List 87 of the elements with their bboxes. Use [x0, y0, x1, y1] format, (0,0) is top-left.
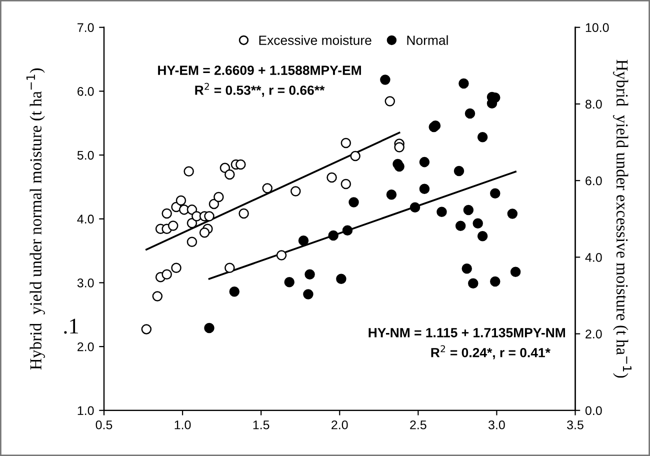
- point: [419, 184, 430, 194]
- point: [490, 188, 500, 198]
- x-tick-label: 0.5: [96, 420, 112, 430]
- point: [303, 289, 314, 300]
- point: [208, 198, 220, 210]
- point: [236, 159, 246, 170]
- point: [186, 236, 198, 247]
- y2-tick-label: 6.0: [586, 176, 602, 186]
- point: [229, 286, 240, 297]
- point: [162, 208, 172, 219]
- point: [304, 269, 315, 280]
- point: [490, 276, 500, 287]
- point: [326, 172, 337, 183]
- annotation: HY-EM = 2.6609 + 1.1588MPY-EM: [158, 66, 361, 75]
- point: [184, 166, 194, 177]
- point: [348, 197, 359, 208]
- y-tick-label: 7.0: [78, 23, 94, 32]
- y-tick-label: 6.0: [78, 87, 94, 96]
- point: [298, 235, 309, 246]
- point: [262, 183, 272, 194]
- legend-label: Excessive moisture: [259, 35, 372, 45]
- x-tick-label: 3.5: [567, 420, 584, 430]
- y2-tick-label: 10.0: [586, 23, 609, 32]
- point: [380, 74, 390, 85]
- point: [340, 178, 352, 190]
- y-tick-label: 5.0: [77, 150, 94, 160]
- y2-tick-label: 4.0: [585, 252, 602, 262]
- x-tick-label: 3.0: [488, 420, 505, 430]
- y2-tick-label: 2.0: [586, 330, 602, 338]
- point: [477, 132, 488, 142]
- text: .1: [64, 318, 78, 334]
- point: [224, 169, 235, 180]
- point: [507, 208, 518, 219]
- point: [386, 189, 397, 200]
- annotation: HY-NM = 1.115 + 1.7135MPY-NM: [368, 328, 565, 338]
- point: [477, 230, 488, 242]
- y-tick-label: 3.0: [77, 278, 94, 288]
- point: [336, 274, 346, 284]
- point: [342, 225, 353, 236]
- point: [276, 250, 287, 260]
- point: [141, 324, 152, 334]
- point: [186, 218, 198, 228]
- annotation: R$^{2}$ = 0.53**, r = 0.66**: [195, 82, 325, 97]
- point: [152, 291, 163, 302]
- y2-axis-title: Hybrid yield under excessive moisture (t ha$^{−1}$): [613, 60, 632, 378]
- y2-tick-label: 0.0: [585, 406, 602, 416]
- point: [458, 78, 469, 89]
- point: [284, 276, 294, 288]
- point: [168, 220, 178, 231]
- point: [394, 142, 404, 152]
- point: [204, 211, 214, 222]
- point: [455, 220, 466, 232]
- x-tick-label: 2.5: [410, 420, 426, 430]
- legend-label: Normal: [407, 35, 448, 45]
- point: [171, 262, 182, 274]
- point: [436, 206, 447, 217]
- point: [462, 264, 472, 274]
- point: [464, 108, 476, 119]
- point: [214, 192, 224, 202]
- point: [176, 195, 186, 206]
- point: [204, 322, 214, 334]
- point: [419, 156, 430, 168]
- y-tick-label: 1.0: [78, 406, 94, 416]
- x-tick-label: 1.5: [253, 420, 270, 430]
- point: [340, 138, 352, 148]
- point: [454, 166, 464, 176]
- x-tick-label: 2.0: [332, 420, 348, 430]
- annotation: R$^{2}$ = 0.24*, r = 0.41*: [431, 345, 550, 360]
- point: [384, 96, 396, 106]
- point: [350, 150, 360, 162]
- point: [472, 218, 483, 228]
- y-tick-label: 4.0: [77, 214, 94, 224]
- point: [290, 186, 301, 196]
- point: [410, 202, 420, 213]
- point: [199, 228, 210, 238]
- point: [468, 278, 478, 288]
- point: [224, 262, 235, 274]
- y-tick-label: 2.0: [78, 342, 94, 352]
- y2-tick-label: 8.0: [586, 100, 602, 109]
- point: [463, 204, 474, 216]
- point: [238, 208, 249, 219]
- point: [328, 230, 338, 241]
- x-tick-label: 1.0: [174, 420, 191, 430]
- point: [162, 269, 172, 280]
- point: [510, 266, 521, 277]
- point: [392, 158, 403, 170]
- y-axis-title: Hybrid yield under normal moisture (t ha$^{−1}$): [26, 68, 45, 370]
